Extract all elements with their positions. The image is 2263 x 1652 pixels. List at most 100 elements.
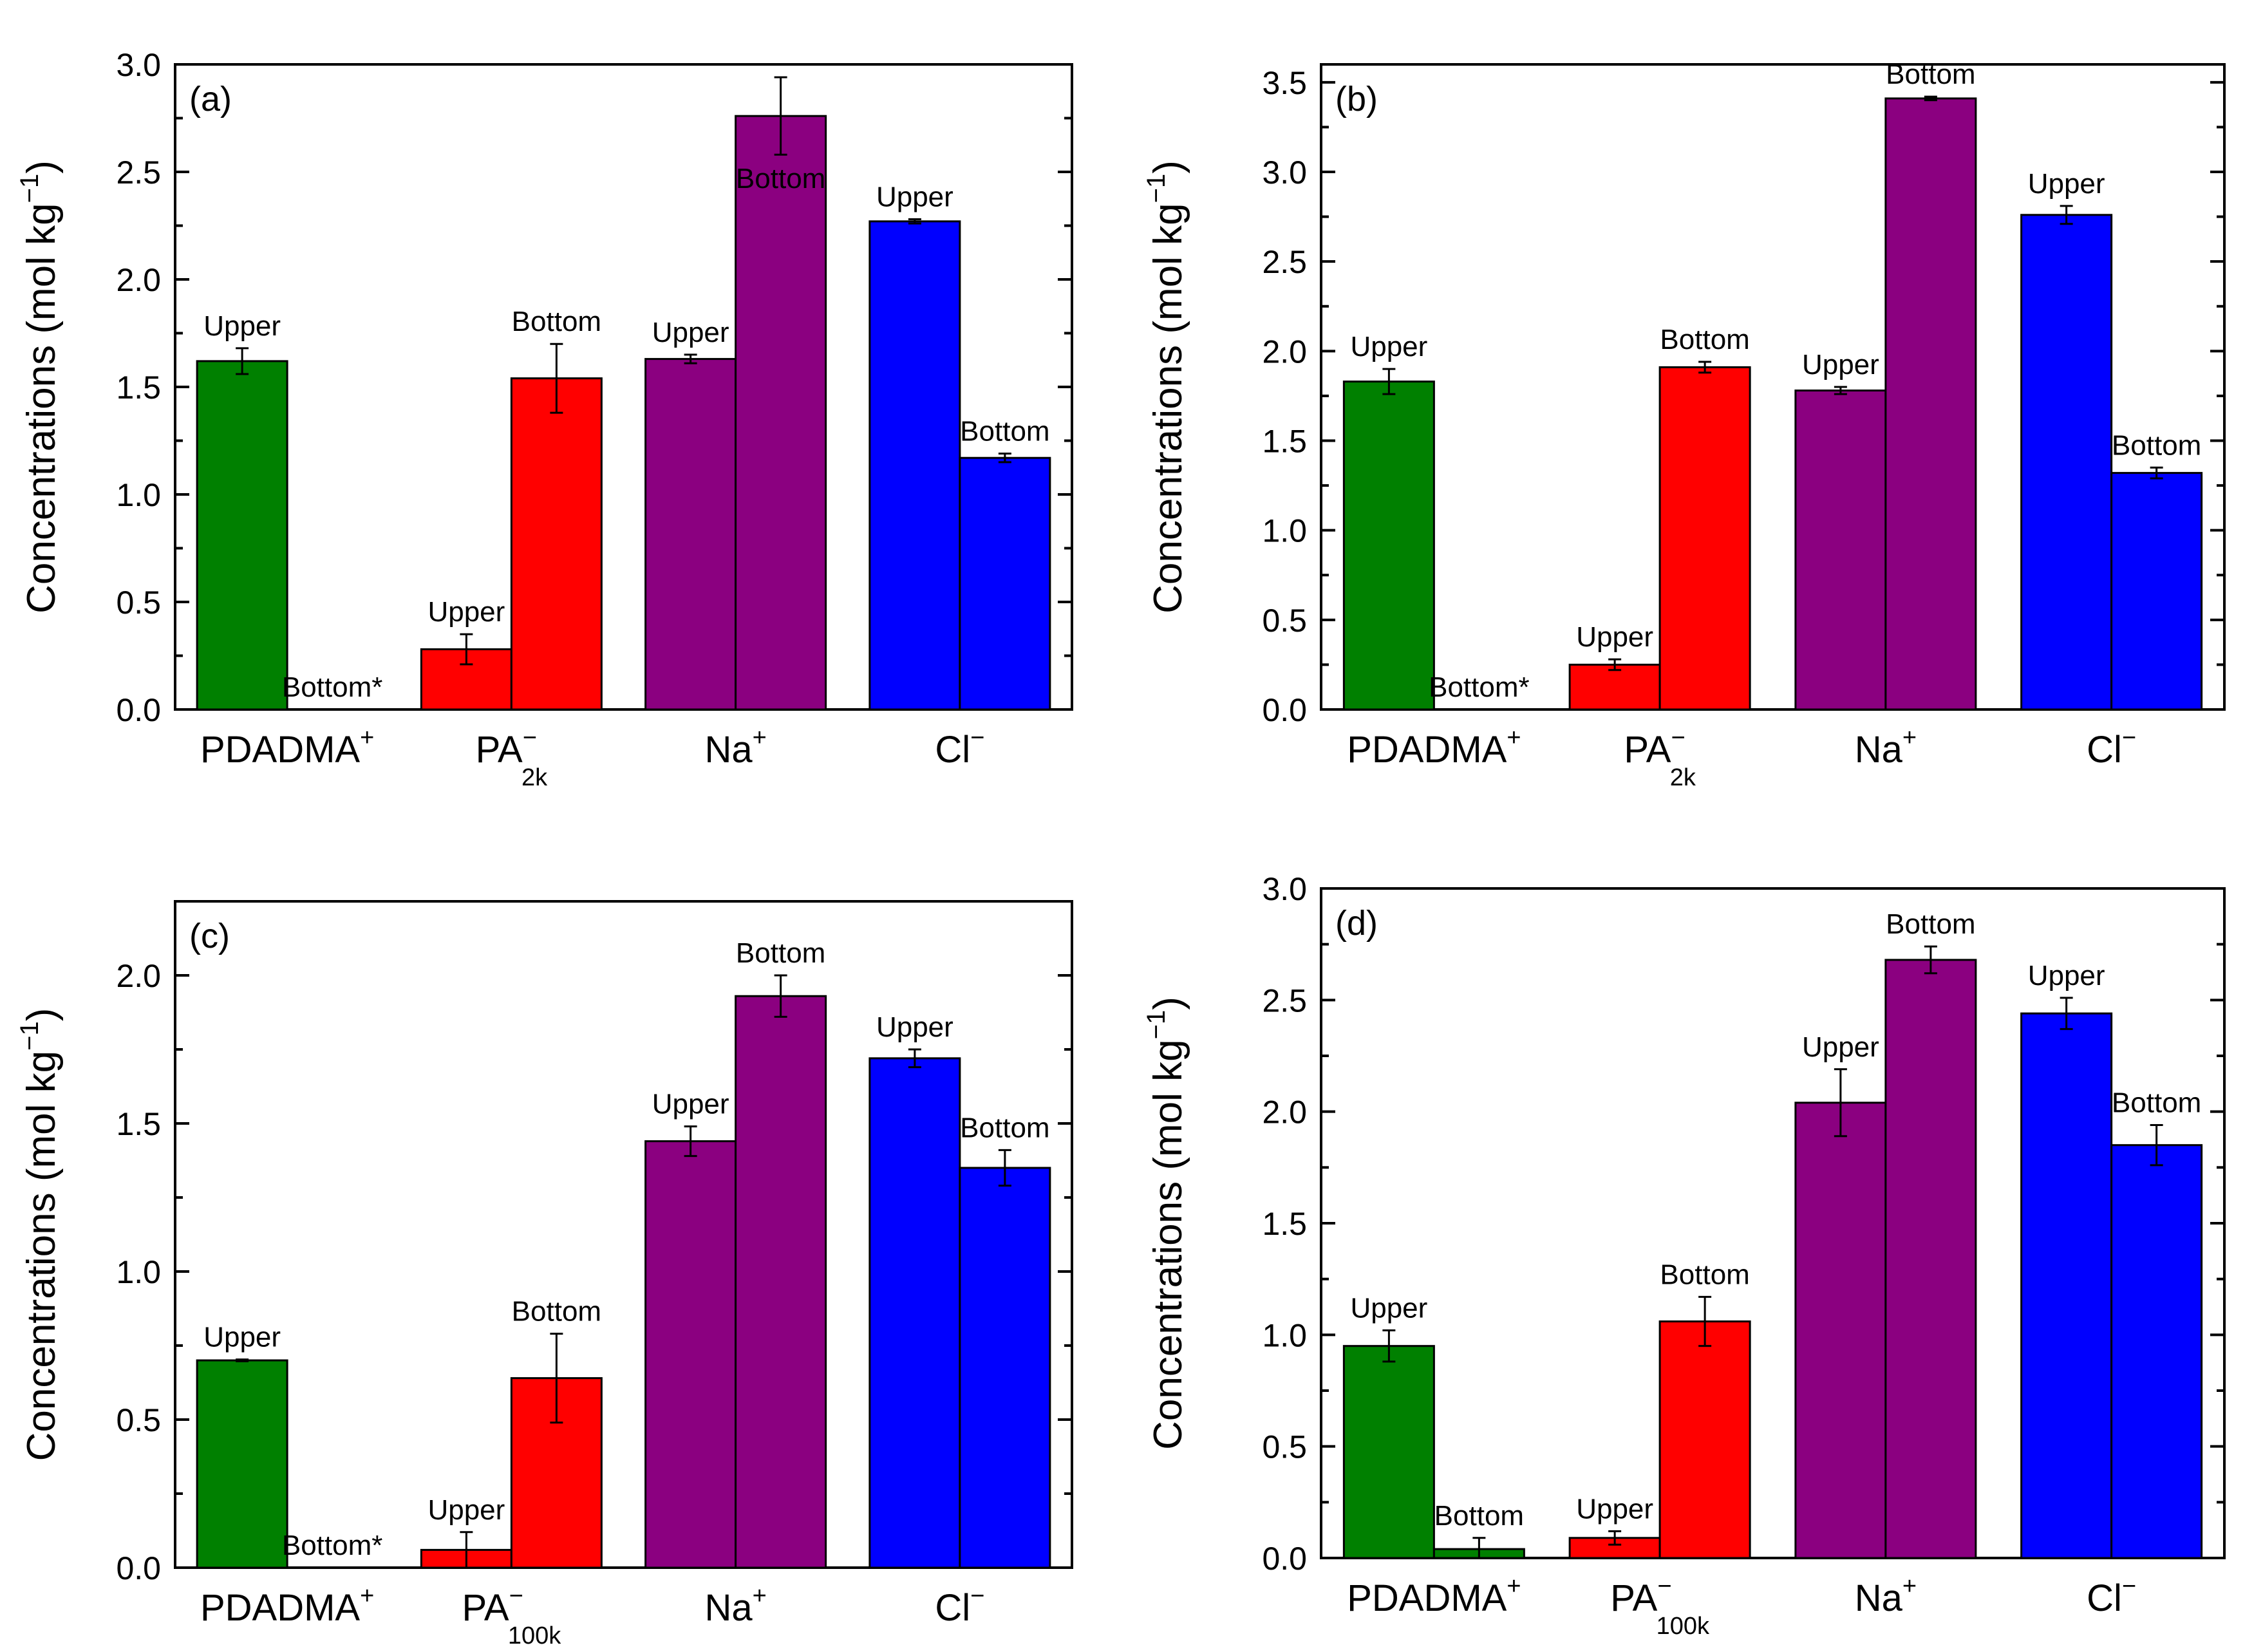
bar-label-bottom: Bottom* [282, 1530, 383, 1561]
y-tick-label: 1.0 [116, 1254, 161, 1290]
bar-label-upper: Upper [1350, 1292, 1427, 1324]
bar-upper [1342, 380, 1435, 711]
category-label: Cl− [935, 1582, 984, 1629]
bar-bottom [1884, 97, 1977, 711]
y-tick-label: 2.0 [116, 958, 161, 994]
category-label: Na+ [1855, 1573, 1917, 1619]
bar-label-upper: Upper [2028, 960, 2105, 991]
bar-label-bottom: Bottom* [282, 671, 383, 703]
bar-bottom [1884, 959, 1977, 1559]
bar-label-upper: Upper [652, 317, 729, 348]
bar-upper [644, 1140, 737, 1569]
bar-bottom [2110, 1144, 2203, 1559]
bar-label-upper: Upper [652, 1089, 729, 1120]
bar-upper [2020, 1012, 2113, 1559]
y-tick-label: 2.0 [1262, 333, 1307, 370]
y-tick-label: 0.0 [116, 1550, 161, 1586]
y-tick-label: 0.0 [116, 692, 161, 728]
panel-label: (a) [189, 80, 232, 118]
category-label: PA− 100k [1610, 1573, 1710, 1640]
panel-c: 0.0 0.5 1.0 1.5 2.0 Concentrations (mol kg−1)… [15, 900, 1073, 1649]
category-label: Cl− [2087, 724, 2136, 771]
y-tick-label: 1.5 [1262, 1206, 1307, 1242]
bar-label-bottom: Bottom [2112, 429, 2201, 461]
y-tick-label: 0.5 [1262, 603, 1307, 639]
bar-label-upper: Upper [876, 1011, 953, 1043]
category-label: PA− 100k [462, 1582, 562, 1649]
bar-upper [196, 1359, 288, 1569]
bar-label-bottom: Bottom [960, 1112, 1049, 1143]
bar-label-bottom: Bottom [1660, 324, 1749, 355]
bar-upper [869, 220, 961, 711]
bar-label-upper: Upper [427, 596, 505, 628]
bar-label-upper: Upper [427, 1494, 505, 1526]
y-tick-label: 0.0 [1262, 692, 1307, 728]
bar-label-upper: Upper [1350, 331, 1427, 362]
bar-upper [1568, 663, 1661, 711]
y-tick-label: 1.5 [116, 370, 161, 406]
y-axis-label: Concentrations (mol kg−1) [15, 1008, 64, 1461]
y-tick-label: 0.5 [116, 1402, 161, 1438]
category-label: Na+ [704, 724, 766, 771]
bar-label-bottom: Bottom [2112, 1087, 2201, 1118]
bar-label-bottom: Bottom [1434, 1500, 1524, 1532]
y-axis-label: Concentrations (mol kg−1) [1142, 160, 1190, 614]
bar-bottom [1658, 1320, 1751, 1559]
panel-label: (b) [1335, 80, 1378, 118]
y-tick-label: 1.0 [1262, 513, 1307, 549]
panel-a: 0.0 0.5 1.0 1.5 2.0 2.5 3.0 Concentrations (mol… [15, 47, 1073, 791]
bar-bottom [1658, 366, 1751, 711]
y-tick-label: 1.0 [116, 477, 161, 513]
y-axis-label: Concentrations (mol kg−1) [1142, 997, 1190, 1450]
category-label: PDADMA+ [200, 1582, 374, 1629]
category-label: PDADMA+ [1347, 724, 1521, 771]
y-tick-label: 3.0 [116, 47, 161, 83]
bar-bottom [2110, 472, 2203, 711]
y-tick-label: 0.5 [116, 585, 161, 621]
bar-bottom [959, 456, 1051, 711]
bar-label-bottom: Bottom [1886, 908, 1975, 940]
bar-upper [1794, 390, 1887, 711]
bar-label-bottom: Bottom [736, 937, 825, 969]
bar-label-upper: Upper [203, 1322, 281, 1353]
bar-upper [196, 360, 288, 711]
y-tick-label: 2.5 [1262, 244, 1307, 280]
bar-label-upper: Upper [876, 181, 953, 212]
bar-label-upper: Upper [1576, 621, 1653, 653]
plot-frame [1320, 63, 2226, 711]
bar-label-upper: Upper [2028, 168, 2105, 200]
bar-label-upper: Upper [1802, 1031, 1879, 1063]
y-tick-label: 3.5 [1262, 65, 1307, 101]
panel-label: (c) [189, 917, 230, 955]
bar-upper [1342, 1345, 1435, 1559]
y-tick-label: 3.0 [1262, 871, 1307, 907]
y-tick-label: 1.5 [1262, 424, 1307, 460]
category-label: PA− 2k [1624, 724, 1696, 791]
bar-bottom [510, 377, 603, 711]
y-tick-label: 2.5 [1262, 982, 1307, 1018]
category-label: Cl− [2087, 1573, 2136, 1619]
bar-upper [869, 1057, 961, 1569]
y-tick-label: 2.0 [1262, 1094, 1307, 1131]
y-tick-label: 3.0 [1262, 155, 1307, 191]
category-label: Na+ [1855, 724, 1917, 771]
bar-bottom [735, 995, 827, 1569]
y-axis-label: Concentrations (mol kg−1) [15, 160, 64, 614]
bar-bottom [959, 1167, 1051, 1569]
y-tick-label: 0.5 [1262, 1429, 1307, 1465]
category-label: PA− 2k [476, 724, 548, 791]
bar-label-upper: Upper [203, 310, 281, 342]
bar-upper [644, 358, 737, 711]
bar-bottom [735, 115, 827, 711]
category-label: Cl− [935, 724, 984, 771]
bar-label-bottom: Bottom* [1429, 671, 1530, 703]
bar-label-bottom: Bottom [1660, 1259, 1749, 1290]
bar-upper [2020, 214, 2113, 711]
category-label: Na+ [704, 1582, 766, 1629]
bar-upper [1794, 1102, 1887, 1559]
y-tick-label: 1.0 [1262, 1317, 1307, 1353]
panel-d: 0.0 0.5 1.0 1.5 2.0 2.5 3.0 Concentrations (mol… [1142, 871, 2226, 1640]
y-tick-label: 2.0 [116, 262, 161, 298]
bar-label-upper: Upper [1576, 1493, 1653, 1525]
